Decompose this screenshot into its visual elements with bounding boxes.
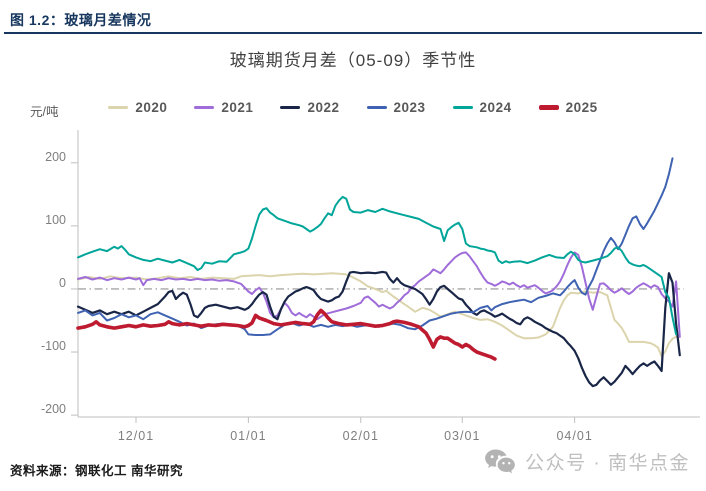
y-tick-label: -100 [41, 339, 66, 353]
x-tick-label: 04/01 [556, 429, 592, 443]
legend-item-2023: 2023 [366, 100, 426, 115]
legend-swatch-2021 [194, 106, 215, 109]
legend-item-2025: 2025 [538, 100, 598, 115]
figure-label: 图 1.2：玻璃月差情况 [10, 12, 152, 28]
series-line-2025 [76, 308, 497, 361]
legend-item-2024: 2024 [452, 100, 512, 115]
legend-swatch-2023 [366, 106, 387, 109]
y-tick-label: -200 [41, 402, 66, 416]
x-tick-label: 02/01 [343, 429, 379, 443]
legend-label-2022: 2022 [307, 100, 340, 115]
legend-item-2022: 2022 [280, 100, 339, 115]
legend-label-2025: 2025 [565, 100, 598, 115]
x-tick-label: 03/01 [444, 429, 480, 443]
y-tick-label: 200 [45, 150, 66, 164]
legend-label-2020: 2020 [135, 100, 168, 115]
y-tick-label: 0 [59, 276, 66, 290]
watermark-text: 公众号 · 南华点金 [525, 453, 690, 474]
legend-item-2021: 2021 [194, 100, 253, 115]
legend-label-2023: 2023 [393, 100, 426, 115]
legend-label-2021: 2021 [221, 100, 254, 115]
legend-label-2024: 2024 [479, 100, 512, 115]
chart-title: 玻璃期货月差（05-09）季节性 [229, 51, 477, 70]
series-line-2021 [77, 251, 681, 338]
series-line-2022 [76, 270, 681, 388]
series-line-2023 [77, 157, 674, 336]
header-divider [4, 32, 702, 34]
legend-swatch-2024 [452, 106, 473, 109]
legend-swatch-2022 [280, 106, 301, 109]
wechat-icon [485, 449, 515, 474]
y-axis-unit-label: 元/吨 [30, 105, 59, 119]
x-tick-label: 01/01 [230, 429, 266, 443]
legend-swatch-2020 [108, 106, 129, 109]
legend-swatch-2025 [538, 105, 559, 110]
watermark: 公众号 · 南华点金 [484, 448, 690, 475]
legend-item-2020: 2020 [108, 100, 167, 115]
chart-legend: 2020 2021 2022 2023 2024 2025 [0, 100, 706, 115]
data-source-note: 资料来源：钢联化工 南华研究 [10, 464, 183, 478]
x-tick-label: 12/01 [118, 429, 154, 443]
y-tick-label: 100 [45, 213, 66, 227]
series-line-2024 [77, 195, 678, 336]
